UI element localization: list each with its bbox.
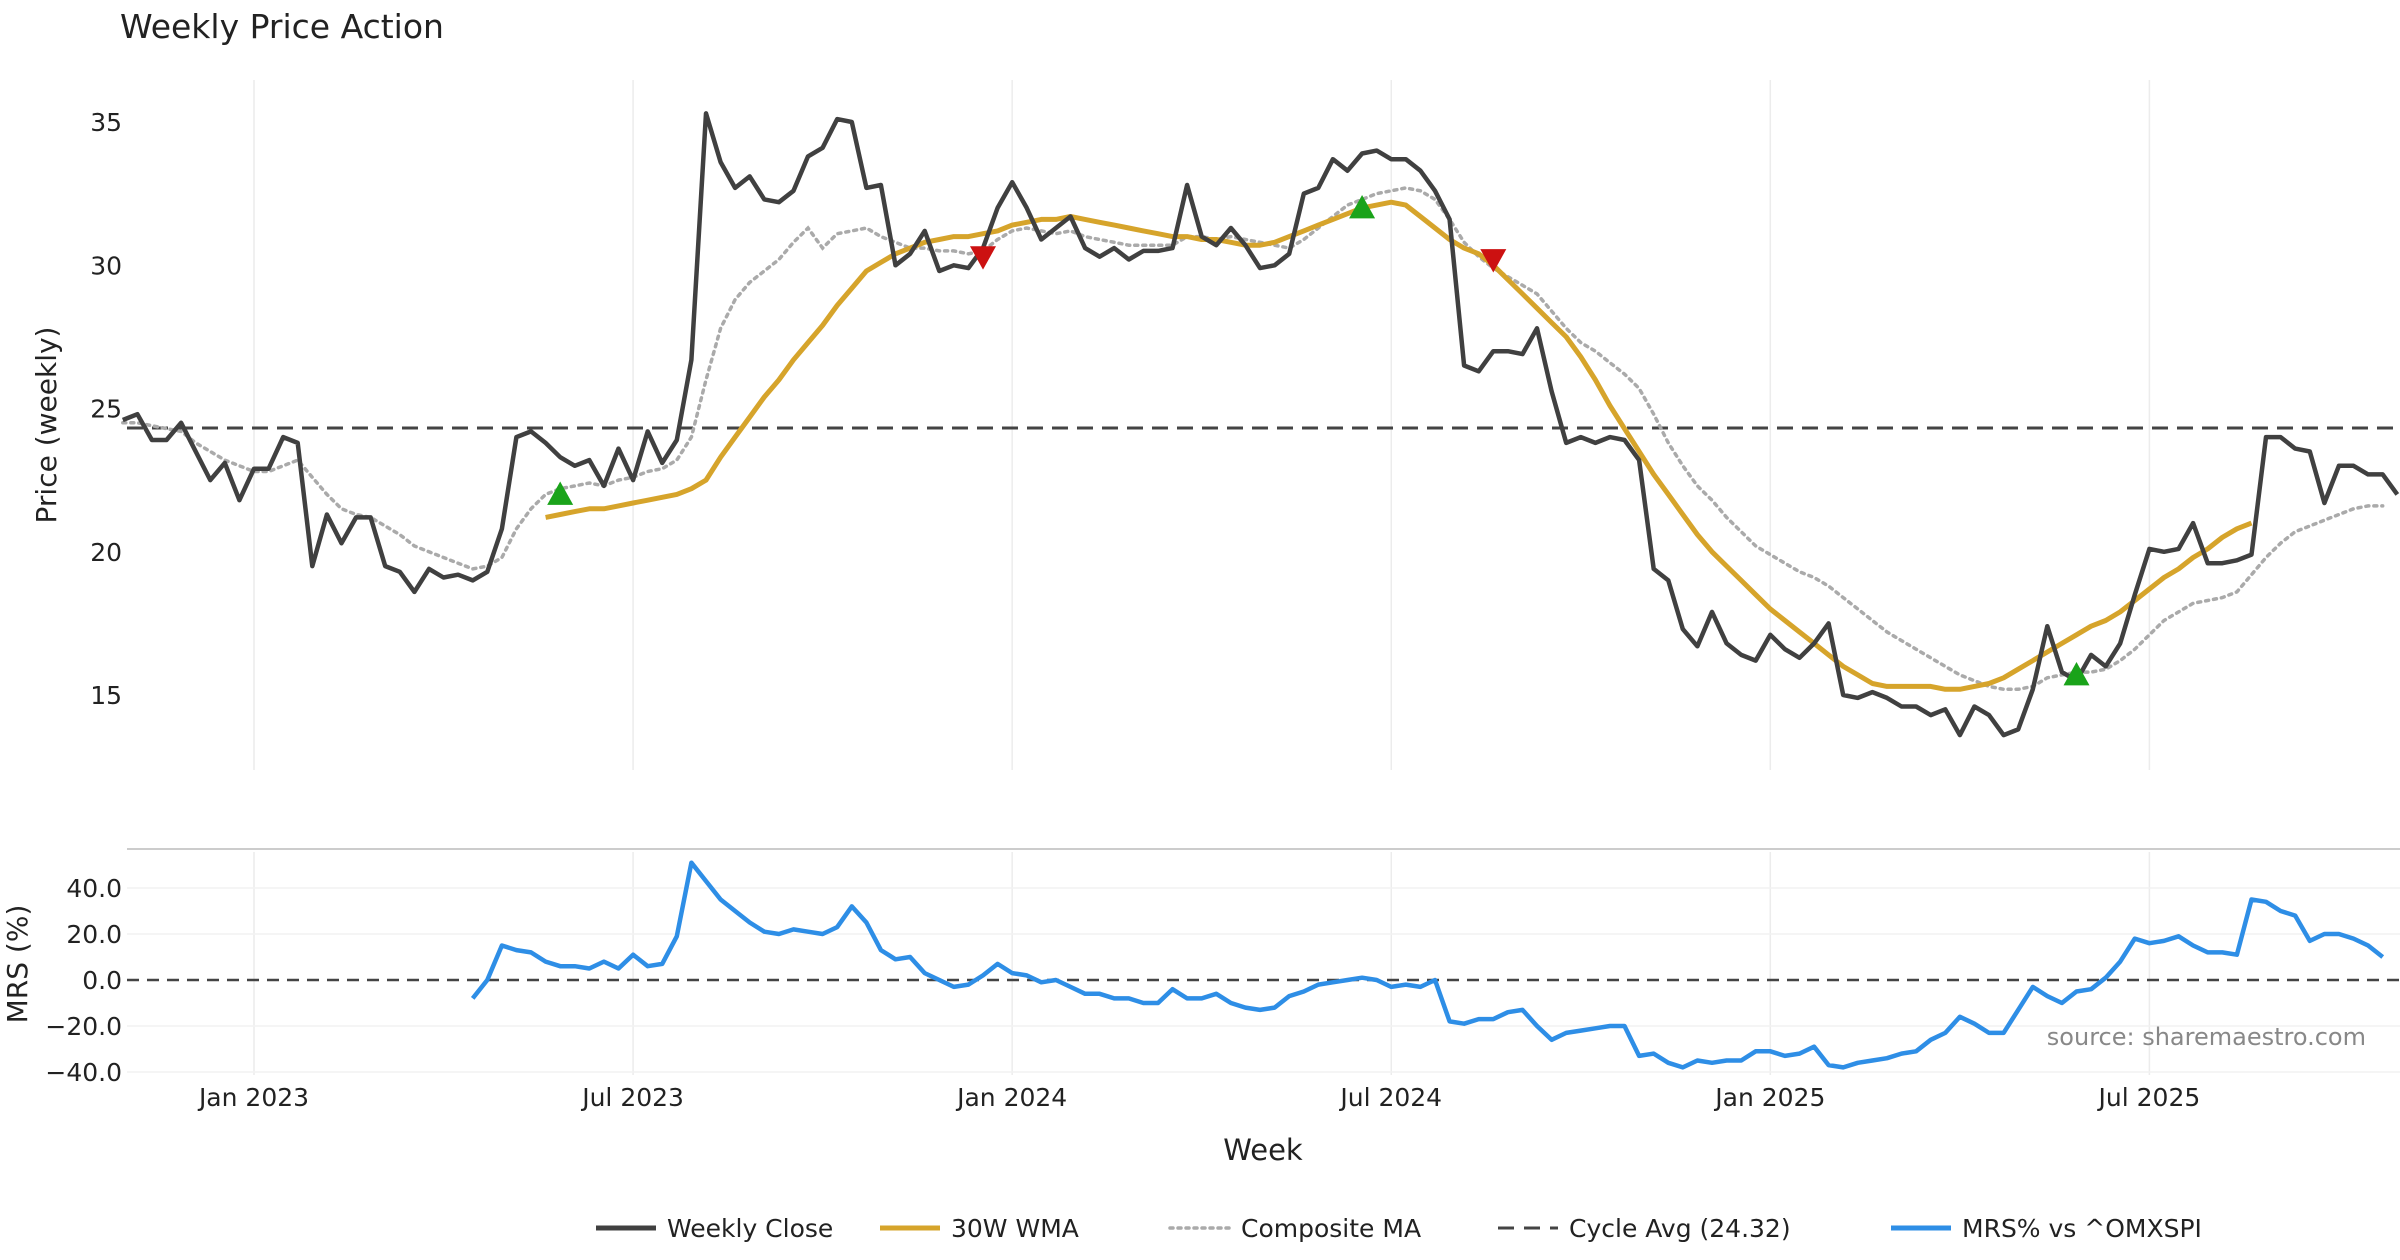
x-tick-label: Jul 2025 bbox=[2097, 1083, 2201, 1112]
mrs-y-tick-label: 0.0 bbox=[82, 966, 122, 995]
mrs-y-ticks: −40.0 −20.0 0.0 20.0 40.0 bbox=[45, 874, 122, 1087]
legend-item: Weekly Close bbox=[596, 1214, 833, 1243]
price-y-tick-label: 25 bbox=[90, 395, 122, 424]
mrs-y-tick-label: −40.0 bbox=[45, 1058, 122, 1087]
sell-signal-marker bbox=[1480, 249, 1507, 273]
price-plot-area bbox=[121, 111, 2400, 738]
price-y-tick-label: 15 bbox=[90, 681, 122, 710]
legend-item: Composite MA bbox=[1168, 1214, 1421, 1243]
x-axis-ticks: Jan 2023 Jul 2023 Jan 2024 Jul 2024 Jan 2025… bbox=[197, 1083, 2200, 1112]
mrs-grid bbox=[127, 852, 2400, 1075]
price-y-tick-label: 30 bbox=[90, 251, 122, 280]
x-tick-label: Jan 2025 bbox=[1713, 1083, 1825, 1112]
mrs-y-axis-label: MRS (%) bbox=[1, 905, 34, 1024]
x-tick-label: Jan 2023 bbox=[197, 1083, 309, 1112]
legend-label: MRS% vs ^OMXSPI bbox=[1962, 1214, 2202, 1243]
buy-signal-marker bbox=[547, 481, 574, 505]
price-y-axis-label: Price (weekly) bbox=[30, 327, 63, 524]
wma-30w-line bbox=[545, 199, 2253, 692]
source-credit: source: sharemaestro.com bbox=[2047, 1023, 2366, 1051]
price-y-tick-label: 20 bbox=[90, 538, 122, 567]
x-tick-label: Jul 2024 bbox=[1338, 1083, 1442, 1112]
price-y-tick-label: 35 bbox=[90, 108, 122, 137]
legend-item: MRS% vs ^OMXSPI bbox=[1891, 1214, 2202, 1243]
x-tick-label: Jan 2024 bbox=[955, 1083, 1067, 1112]
legend-label: Cycle Avg (24.32) bbox=[1569, 1214, 1791, 1243]
legend-item: 30W WMA bbox=[880, 1214, 1079, 1243]
legend-label: Composite MA bbox=[1241, 1214, 1421, 1243]
price-y-ticks: 15 20 25 30 35 bbox=[90, 108, 122, 710]
legend-item: Cycle Avg (24.32) bbox=[1498, 1214, 1791, 1243]
chart-title: Weekly Price Action bbox=[120, 7, 444, 46]
mrs-line bbox=[470, 860, 2385, 1070]
legend: Weekly Close 30W WMA Composite MA Cycle Avg… bbox=[596, 1214, 2202, 1243]
sell-signal-marker bbox=[970, 246, 996, 270]
buy-signal-marker bbox=[2063, 661, 2090, 686]
legend-label: 30W WMA bbox=[951, 1214, 1079, 1243]
mrs-y-tick-label: 40.0 bbox=[66, 874, 122, 903]
x-axis-label: Week bbox=[1223, 1133, 1303, 1167]
mrs-plot-area bbox=[127, 860, 2400, 1070]
mrs-y-tick-label: −20.0 bbox=[45, 1012, 122, 1041]
weekly-close-line bbox=[121, 111, 2400, 738]
buy-signal-marker bbox=[1349, 194, 1376, 219]
legend-label: Weekly Close bbox=[667, 1214, 833, 1243]
x-tick-label: Jul 2023 bbox=[580, 1083, 684, 1112]
composite-ma-line bbox=[121, 186, 2385, 692]
price-grid bbox=[253, 80, 2151, 770]
mrs-y-tick-label: 20.0 bbox=[66, 920, 122, 949]
